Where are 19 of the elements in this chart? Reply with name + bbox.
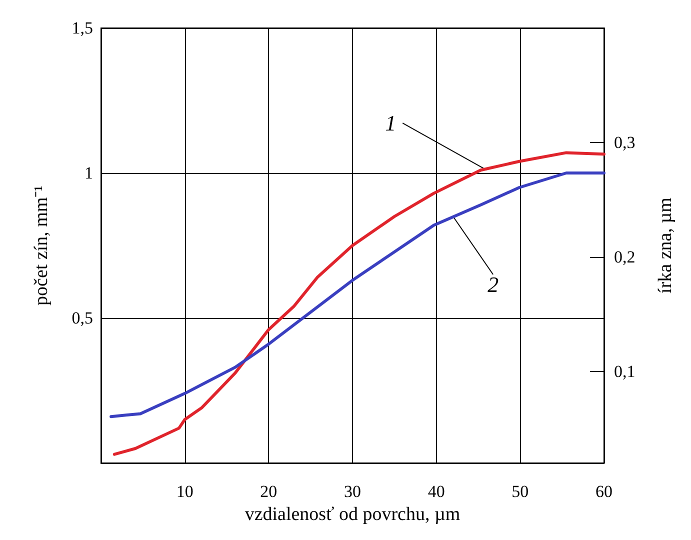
y2-tick-label: 0,3 (614, 132, 636, 152)
y2-axis-title: írka zna, µm (655, 197, 676, 294)
y-tick-label: 0,5 (72, 308, 93, 328)
y-axis-title: počet zín, mm⁻¹ (31, 185, 52, 306)
x-tick-label: 60 (596, 482, 612, 501)
line-series (112, 151, 606, 456)
annotation: 2 (488, 272, 499, 297)
y2-tick-label: 0,1 (614, 362, 636, 381)
line-series (110, 172, 606, 418)
x-tick-label: 30 (344, 482, 361, 501)
annotation: 1 (385, 110, 396, 136)
y-tick-label: 1 (84, 164, 93, 182)
x-tick-label: 20 (260, 482, 278, 501)
y2-tick-label: 0,2 (614, 247, 636, 266)
x-axis-title: vzdialenosť od povrchu, µm (244, 504, 460, 525)
x-tick-label: 40 (428, 482, 445, 501)
x-tick-label: 50 (512, 482, 529, 501)
y-tick-label: 1,5 (72, 18, 93, 38)
x-tick-label: 10 (176, 482, 194, 501)
